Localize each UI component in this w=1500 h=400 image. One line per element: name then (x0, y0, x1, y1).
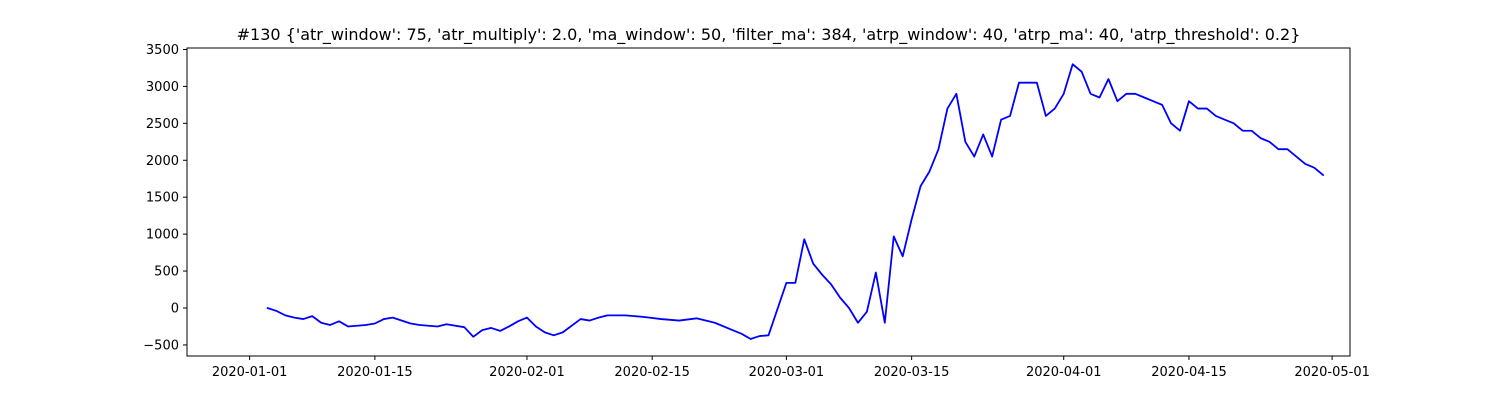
y-tick-label: 500 (154, 265, 179, 280)
y-tick-label: 3000 (146, 80, 179, 95)
y-tick-label: −500 (143, 338, 179, 353)
x-tick-label: 2020-04-01 (1026, 365, 1102, 380)
x-tick-label: 2020-03-15 (874, 365, 950, 380)
y-axis: −500 0 500 1000 1500 2000 2500 3000 3500 (143, 43, 187, 353)
x-tick-label: 2020-02-01 (489, 365, 565, 380)
x-tick-label: 2020-01-15 (337, 365, 413, 380)
series-line (266, 63, 1325, 340)
axes-frame (186, 47, 1351, 357)
x-tick-label: 2020-02-15 (614, 365, 690, 380)
y-tick-label: 2000 (146, 154, 179, 169)
x-tick-label: 2020-01-01 (212, 365, 288, 380)
y-tick-label: 1000 (146, 228, 179, 243)
chart-title: #130 {'atr_window': 75, 'atr_multiply': … (237, 25, 1301, 45)
y-tick-label: 1500 (146, 191, 179, 206)
x-tick-label: 2020-04-15 (1151, 365, 1227, 380)
y-tick-label: 0 (171, 301, 179, 316)
plot-area (186, 47, 1351, 357)
x-tick-label: 2020-03-01 (749, 365, 825, 380)
y-tick-label: 2500 (146, 117, 179, 132)
x-axis: 2020-01-01 2020-01-15 2020-02-01 2020-02-15… (212, 356, 1370, 380)
y-tick-label: 3500 (146, 43, 179, 58)
x-tick-label: 2020-05-01 (1294, 365, 1370, 380)
